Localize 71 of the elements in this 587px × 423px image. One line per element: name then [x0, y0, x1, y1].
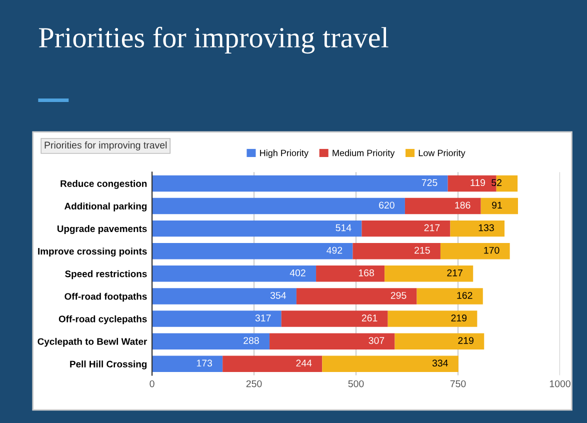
data-label: 288: [244, 337, 259, 344]
legend-label: High Priority: [260, 150, 308, 158]
data-label: 52: [492, 179, 502, 186]
legend-label: Low Priority: [418, 150, 466, 158]
bar: [322, 356, 458, 372]
bar: [480, 198, 518, 214]
bar: [362, 220, 450, 237]
x-tick-label: 500: [348, 380, 364, 388]
data-label: 186: [455, 202, 470, 209]
data-label: 170: [484, 246, 500, 254]
y-tick-label: Cyclepath to Bewl Water: [38, 338, 148, 347]
bar: [270, 333, 395, 350]
legend-label: Medium Priority: [332, 150, 395, 158]
bar: [152, 175, 448, 192]
bar: [152, 288, 296, 304]
data-label: 133: [478, 224, 494, 232]
data-label: 514: [336, 224, 352, 232]
data-label: 725: [422, 179, 438, 186]
bar: [352, 243, 440, 260]
bar: [440, 243, 510, 260]
data-label: 219: [451, 314, 467, 322]
bar: [281, 310, 388, 327]
bar: [388, 310, 478, 327]
bar: [404, 198, 481, 214]
data-label: 620: [379, 202, 394, 209]
y-tick-label: Improve crossing points: [38, 248, 147, 257]
bar: [152, 220, 362, 237]
data-label: 173: [196, 360, 212, 367]
y-tick-label: Off-road cyclepaths: [58, 315, 147, 324]
data-label: 261: [362, 314, 378, 322]
chart-title: Priorities for improving travel: [38, 26, 388, 54]
y-tick-label: Speed restrictions: [65, 270, 147, 280]
data-label: 217: [424, 224, 440, 232]
bar: [152, 243, 353, 260]
x-tick-label: 750: [450, 380, 466, 388]
data-label: 317: [255, 314, 271, 322]
data-label: 219: [458, 337, 474, 344]
x-tick-label: 250: [246, 380, 262, 388]
text: Priorities for improving travel: [44, 141, 167, 150]
data-label: 217: [447, 269, 462, 276]
bar: [152, 266, 316, 282]
data-label: 354: [270, 292, 286, 299]
y-tick-label: Additional parking: [64, 202, 147, 212]
bar: [152, 333, 270, 350]
data-label: 307: [368, 337, 384, 344]
y-tick-label: Off-road footpaths: [64, 292, 147, 302]
data-label: 168: [358, 269, 374, 276]
data-label: 162: [457, 292, 472, 299]
bar: [384, 266, 474, 282]
bar: [296, 288, 417, 304]
bar: [152, 198, 405, 214]
data-label: 244: [296, 360, 312, 366]
data-label: 295: [390, 292, 406, 299]
bar: [152, 356, 223, 372]
data-label: 215: [414, 246, 430, 254]
y-tick-label: Upgrade pavements: [57, 225, 147, 234]
data-label: 402: [290, 269, 306, 276]
bar: [416, 288, 483, 304]
data-label: 91: [492, 202, 502, 209]
bar: [316, 266, 385, 282]
bar: [450, 220, 505, 237]
bar: [394, 333, 484, 350]
y-tick-label: Reduce congestion: [60, 180, 147, 189]
y-tick-label: Pell Hill Crossing: [70, 360, 147, 370]
data-label: 119: [470, 179, 486, 186]
bar: [222, 356, 322, 372]
data-label: 334: [432, 360, 448, 367]
x-tick-label: 1000: [550, 380, 570, 388]
bar: [152, 310, 282, 327]
data-label: 492: [326, 246, 342, 254]
x-tick-label: 0: [150, 380, 154, 388]
